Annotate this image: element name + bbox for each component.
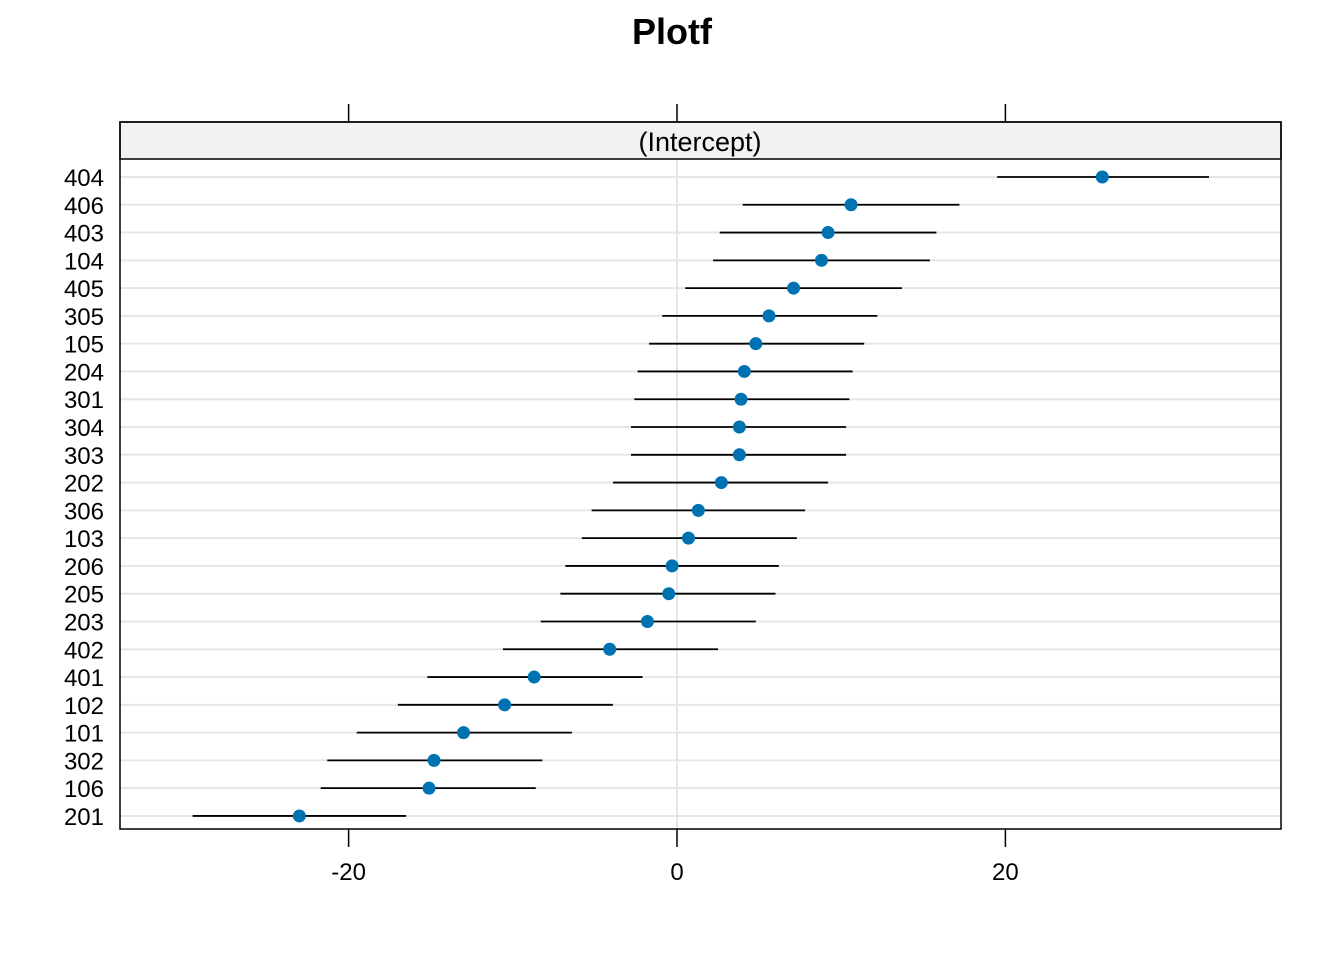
estimate-point (734, 392, 748, 406)
top-axis (347, 104, 1007, 122)
category-label: 201 (64, 804, 104, 831)
category-label: 202 (64, 471, 104, 498)
estimate-point (603, 642, 617, 656)
category-label: 303 (64, 443, 104, 470)
y-axis-labels: 4044064031044053051052043013043032023061… (64, 165, 104, 831)
category-label: 105 (64, 332, 104, 359)
category-label: 204 (64, 359, 104, 386)
estimate-point (662, 587, 676, 601)
estimate-point (814, 253, 828, 267)
estimate-point (691, 503, 705, 517)
estimate-point (457, 726, 471, 740)
estimate-point (732, 448, 746, 462)
x-tick-label: 0 (670, 859, 683, 886)
estimate-point (498, 698, 512, 712)
estimate-point (787, 281, 801, 295)
plot-panel (119, 121, 1282, 830)
category-label: 304 (64, 415, 104, 442)
estimate-point (762, 309, 776, 323)
category-label: 206 (64, 554, 104, 581)
estimate-point (640, 614, 654, 628)
estimate-point (749, 337, 763, 351)
category-label: 401 (64, 665, 104, 692)
estimate-point (844, 198, 858, 212)
category-label: 203 (64, 609, 104, 636)
estimate-point (527, 670, 541, 684)
category-label: 205 (64, 582, 104, 609)
category-label: 101 (64, 721, 104, 748)
estimate-point (427, 753, 441, 767)
category-label: 403 (64, 221, 104, 248)
grid-layer (120, 176, 1281, 817)
category-label: 102 (64, 693, 104, 720)
estimate-point (292, 809, 306, 823)
estimate-point (714, 476, 728, 490)
point-layer (292, 170, 1109, 823)
estimate-point (1095, 170, 1109, 184)
category-label: 104 (64, 248, 104, 275)
category-label: 404 (64, 165, 104, 192)
category-label: 103 (64, 526, 104, 553)
category-label: 106 (64, 776, 104, 803)
estimate-point (681, 531, 695, 545)
x-tick-label: 20 (992, 859, 1019, 886)
category-label: 406 (64, 193, 104, 220)
x-axis: -20 0 20 (331, 829, 1019, 886)
estimate-point (665, 559, 679, 573)
x-tick-label: -20 (331, 859, 366, 886)
category-label: 405 (64, 276, 104, 303)
estimate-point (732, 420, 746, 434)
category-label: 306 (64, 498, 104, 525)
interval-layer (192, 176, 1210, 817)
category-label: 402 (64, 637, 104, 664)
category-label: 305 (64, 304, 104, 331)
estimate-point (821, 226, 835, 240)
chart-title: Plotf (632, 11, 713, 52)
category-label: 301 (64, 387, 104, 414)
estimate-point (737, 364, 751, 378)
category-label: 302 (64, 748, 104, 775)
panel-strip-label: (Intercept) (638, 127, 761, 157)
estimate-point (422, 781, 436, 795)
